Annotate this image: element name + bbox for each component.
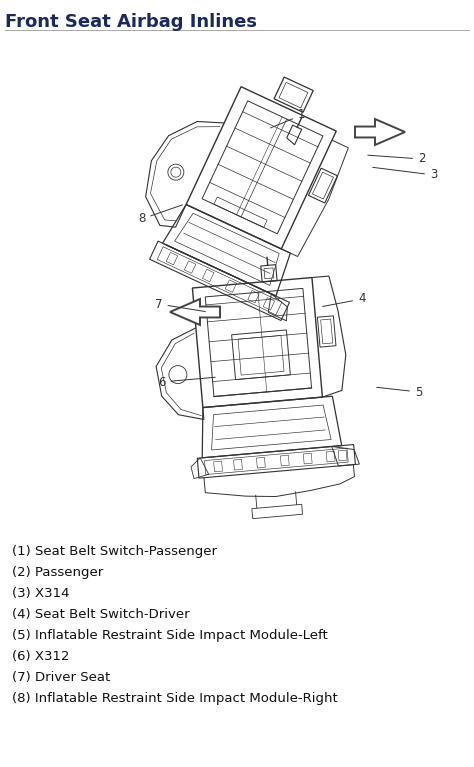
- Text: 8: 8: [138, 205, 182, 225]
- Polygon shape: [170, 299, 220, 325]
- Text: (4) Seat Belt Switch-Driver: (4) Seat Belt Switch-Driver: [12, 608, 190, 621]
- Text: 5: 5: [377, 386, 422, 399]
- Text: (1) Seat Belt Switch-Passenger: (1) Seat Belt Switch-Passenger: [12, 545, 217, 558]
- Text: 6: 6: [158, 376, 215, 389]
- Text: 2: 2: [368, 153, 426, 166]
- Text: (8) Inflatable Restraint Side Impact Module-Right: (8) Inflatable Restraint Side Impact Mod…: [12, 692, 338, 705]
- Text: Front Seat Airbag Inlines: Front Seat Airbag Inlines: [5, 13, 257, 31]
- Text: (5) Inflatable Restraint Side Impact Module-Left: (5) Inflatable Restraint Side Impact Mod…: [12, 629, 328, 642]
- Text: 3: 3: [373, 167, 438, 182]
- Text: 7: 7: [155, 298, 205, 311]
- Polygon shape: [355, 119, 405, 145]
- Text: (7) Driver Seat: (7) Driver Seat: [12, 671, 110, 684]
- Text: 1: 1: [271, 108, 306, 128]
- Text: (6) X312: (6) X312: [12, 650, 70, 663]
- Text: (3) X314: (3) X314: [12, 587, 70, 600]
- Text: 4: 4: [323, 292, 365, 307]
- Text: (2) Passenger: (2) Passenger: [12, 566, 103, 579]
